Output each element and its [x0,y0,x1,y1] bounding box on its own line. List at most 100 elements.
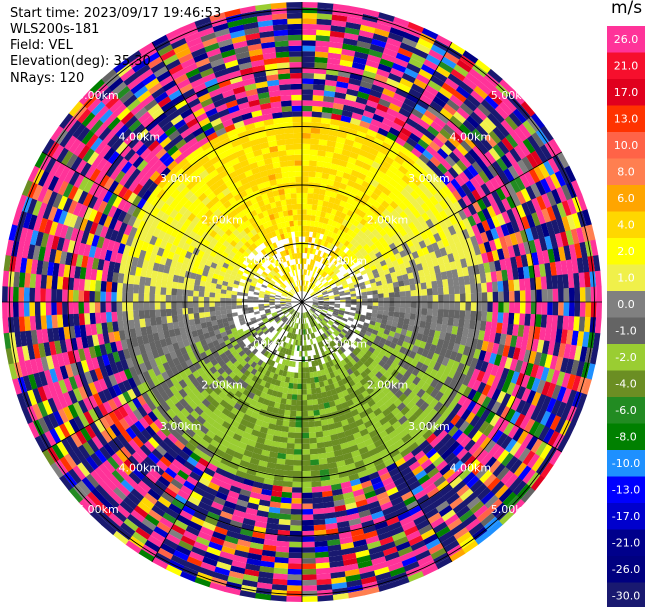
velocity-gate [381,453,392,463]
velocity-gate [318,297,324,300]
velocity-gate [515,255,523,269]
velocity-gate [421,212,431,222]
velocity-gate [480,99,495,114]
velocity-gate [396,192,407,202]
velocity-gate [183,480,196,491]
velocity-gate [282,341,287,348]
velocity-gate [277,327,283,333]
velocity-gate [222,540,238,550]
velocity-gate [363,175,373,184]
velocity-gate [335,86,348,94]
velocity-gate [329,271,335,277]
velocity-gate [570,228,580,245]
velocity-gate [482,423,495,437]
velocity-gate [434,391,444,402]
velocity-gate [488,331,496,343]
velocity-gate [357,91,370,100]
velocity-gate [481,396,492,409]
velocity-gate [179,509,193,521]
velocity-gate [230,407,240,416]
velocity-gate [302,187,309,194]
velocity-gate [457,198,468,210]
velocity-gate [462,375,472,387]
velocity-gate [321,223,328,230]
velocity-gate [416,248,425,258]
velocity-gate [354,337,362,344]
velocity-gate [499,258,507,271]
velocity-gate [345,574,361,583]
velocity-gate [290,333,294,339]
velocity-gate [381,141,393,151]
velocity-gate [225,301,232,306]
velocity-gate [573,316,580,332]
velocity-gate [418,240,427,249]
velocity-gate [413,489,427,501]
velocity-gate [324,512,337,519]
velocity-gate [288,382,294,389]
velocity-gate [581,225,591,243]
velocity-gate [394,296,401,303]
velocity-gate [344,202,352,210]
velocity-gate [314,312,319,317]
velocity-gate [203,301,210,308]
velocity-gate [321,485,332,492]
velocity-gate [322,265,328,272]
velocity-gate [511,384,521,398]
velocity-gate [480,361,489,373]
velocity-gate [160,287,167,295]
velocity-gate [186,456,198,467]
velocity-gate [302,34,317,41]
velocity-gate [359,120,371,129]
velocity-gate [386,229,395,238]
velocity-gate [500,406,511,420]
velocity-gate [165,287,172,296]
velocity-gate [222,395,232,404]
velocity-gate [316,227,322,234]
velocity-gate [384,551,400,562]
velocity-gate [304,286,307,292]
velocity-gate [448,204,458,215]
velocity-gate [265,433,274,441]
velocity-gate [336,342,343,349]
velocity-gate [487,302,493,313]
velocity-gate [402,273,409,281]
velocity-gate [405,475,418,487]
velocity-gate [323,281,329,286]
velocity-gate [467,164,479,178]
velocity-gate [430,273,437,282]
velocity-gate [526,214,536,229]
velocity-gate [301,541,315,548]
velocity-gate [383,136,395,147]
velocity-gate [315,557,330,564]
velocity-gate [433,265,441,274]
velocity-gate [337,75,350,84]
velocity-gate [451,269,459,279]
velocity-gate [396,322,404,329]
velocity-gate [343,563,359,572]
velocity-gate [287,437,295,444]
velocity-gate [317,594,334,602]
velocity-gate [180,484,193,496]
velocity-gate [309,321,314,328]
velocity-gate [439,209,449,221]
velocity-gate [427,302,433,309]
velocity-gate [302,45,316,52]
velocity-gate [519,302,526,314]
velocity-gate [344,502,358,511]
velocity-gate [389,27,406,38]
velocity-gate [345,304,351,308]
velocity-gate [187,307,194,314]
velocity-gate [328,555,343,563]
velocity-gate [378,165,389,174]
velocity-gate [536,195,547,211]
velocity-gate [348,345,355,353]
velocity-gate [585,286,592,303]
velocity-gate [324,350,330,357]
velocity-gate [565,230,575,246]
velocity-gate [246,467,257,476]
velocity-gate [453,111,467,124]
velocity-gate [429,225,439,236]
velocity-gate [281,425,289,433]
velocity-gate [307,187,315,194]
velocity-gate [95,280,102,292]
